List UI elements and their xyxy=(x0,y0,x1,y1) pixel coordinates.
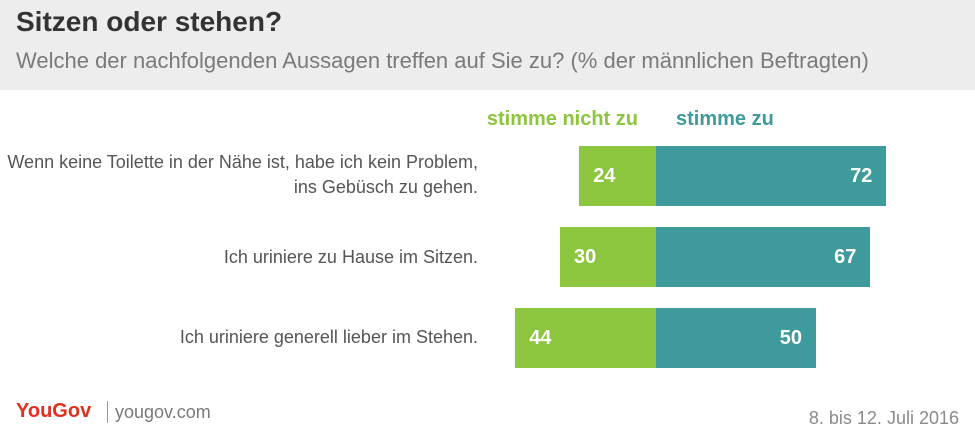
yougov-logo: YouGov xyxy=(16,400,92,422)
footer-divider xyxy=(107,401,108,423)
header-band: Sitzen oder stehen? Welche der nachfolge… xyxy=(0,0,975,90)
chart-title: Sitzen oder stehen? xyxy=(16,6,283,37)
legend-agree: stimme zu xyxy=(676,108,774,130)
legend-disagree: stimme nicht zu xyxy=(486,108,638,130)
bar-agree-sitting: 67 xyxy=(656,227,871,287)
chart-subtitle: Welche der nachfolgenden Aussagen treffe… xyxy=(16,48,869,73)
value-label-disagree-standing: 44 xyxy=(529,327,552,349)
value-label-agree-sitting: 67 xyxy=(834,246,857,268)
footer-url[interactable]: yougov.com xyxy=(115,402,211,422)
bar-disagree-sitting: 30 xyxy=(560,227,656,287)
row-label-sitting: Ich uriniere zu Hause im Sitzen. xyxy=(223,247,478,267)
bar-disagree-standing: 44 xyxy=(515,308,656,368)
bar-disagree-bushes: 24 xyxy=(579,146,656,206)
value-label-disagree-sitting: 30 xyxy=(574,246,597,268)
row-label-standing: Ich uriniere generell lieber im Stehen. xyxy=(179,327,478,347)
value-label-disagree-bushes: 24 xyxy=(593,165,616,187)
value-label-agree-bushes: 72 xyxy=(850,165,873,187)
value-label-agree-standing: 50 xyxy=(779,327,802,349)
bar-agree-bushes: 72 xyxy=(656,146,887,206)
row-label-bushes: Wenn keine Toilette in der Nähe ist, hab… xyxy=(7,152,478,197)
bar-agree-standing: 50 xyxy=(656,308,816,368)
survey-date: 8. bis 12. Juli 2016 xyxy=(808,408,959,428)
